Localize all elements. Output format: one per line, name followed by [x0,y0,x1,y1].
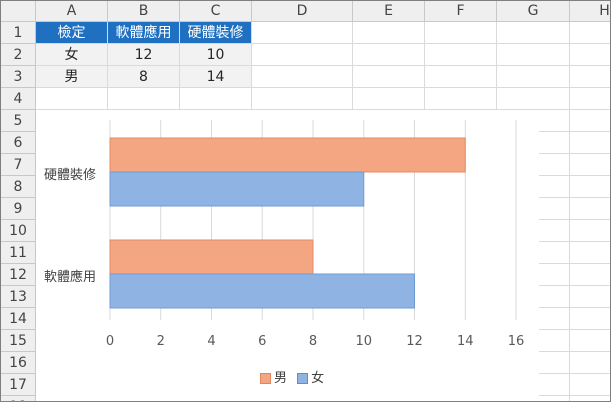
column-header-F[interactable]: F [425,1,497,22]
table-cell[interactable]: 男 [36,66,107,87]
table-header-cell[interactable]: 檢定 [36,22,107,43]
x-tick-label: 10 [355,334,373,349]
column-header-H[interactable]: H [570,1,610,22]
chart-plot [109,120,517,320]
row-header-10[interactable]: 10 [1,220,36,242]
select-all-corner[interactable] [1,1,36,22]
row-header-3[interactable]: 3 [1,66,36,88]
x-tick-label: 2 [156,334,165,349]
grid-line [36,87,610,88]
grid-line [569,22,570,401]
column-header-E[interactable]: E [353,1,425,22]
grid-line [36,65,610,66]
bar-chart[interactable]: 硬體裝修 軟體應用 0 2 4 6 8 10 12 14 16 男 女 [36,110,539,401]
column-header-C[interactable]: C [180,1,252,22]
legend-label-male: 男 [274,371,288,386]
x-tick-label: 16 [507,334,525,349]
column-header-B[interactable]: B [108,1,180,22]
row-header-5[interactable]: 5 [1,110,36,132]
table-cell[interactable]: 10 [180,44,251,65]
row-header-14[interactable]: 14 [1,308,36,330]
table-cell[interactable]: 14 [180,66,251,87]
row-header-17[interactable]: 17 [1,374,36,396]
row-header-1[interactable]: 1 [1,22,36,44]
row-header-9[interactable]: 9 [1,198,36,220]
table-cell[interactable]: 12 [108,44,179,65]
row-header-16[interactable]: 16 [1,352,36,374]
grid-line [36,109,610,110]
row-header-2[interactable]: 2 [1,44,36,66]
y-category-label: 軟體應用 [44,270,97,285]
x-tick-label: 14 [456,334,474,349]
table-cell[interactable]: 8 [108,66,179,87]
column-header-A[interactable]: A [36,1,108,22]
row-header-18[interactable]: 18 [1,396,36,401]
column-header-D[interactable]: D [252,1,353,22]
x-tick-label: 0 [105,334,115,349]
row-header-7[interactable]: 7 [1,154,36,176]
bar-female[interactable] [109,171,365,207]
row-header-8[interactable]: 8 [1,176,36,198]
chart-legend: 男 女 [260,367,324,386]
row-header-12[interactable]: 12 [1,264,36,286]
column-header-G[interactable]: G [497,1,570,22]
bar-male[interactable] [109,137,466,173]
table-header-cell[interactable]: 軟體應用 [108,22,179,43]
legend-label-female: 女 [311,371,325,386]
bar-female[interactable] [109,273,415,309]
x-tick-label: 4 [207,334,216,349]
row-header-13[interactable]: 13 [1,286,36,308]
x-tick-label: 6 [258,334,267,349]
row-header-15[interactable]: 15 [1,330,36,352]
y-category-label: 硬體裝修 [44,168,97,183]
row-header-11[interactable]: 11 [1,242,36,264]
grid-line [36,43,610,44]
table-cell[interactable]: 女 [36,44,107,65]
row-header-6[interactable]: 6 [1,132,36,154]
legend-swatch-male [260,373,271,384]
row-header-4[interactable]: 4 [1,88,36,110]
legend-swatch-female [297,373,309,384]
x-tick-label: 8 [308,334,318,349]
x-tick-label: 12 [406,334,423,349]
table-header-cell[interactable]: 硬體裝修 [180,22,251,43]
bar-male[interactable] [109,239,314,275]
